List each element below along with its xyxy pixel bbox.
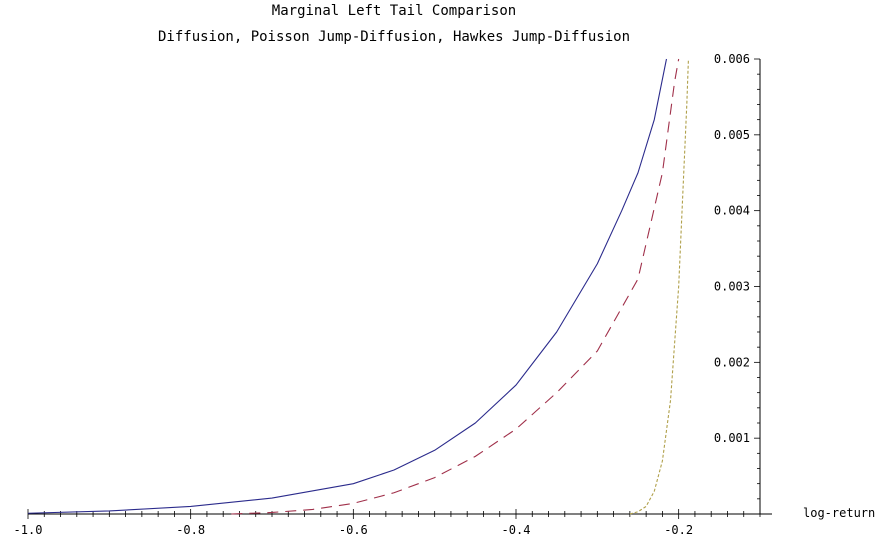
series-group	[27, 58, 689, 515]
x-tick-label: -0.6	[339, 523, 368, 537]
y-ticks: 0.001 0.002 0.003 0.004 0.005 0.006	[714, 52, 760, 500]
series-diffusion-line	[27, 58, 668, 514]
x-ticks: -1.0 -0.8 -0.6 -0.4 -0.2	[14, 509, 761, 537]
series-poisson-line	[231, 58, 680, 515]
x-tick-label: -0.2	[664, 523, 693, 537]
x-tick-label: -0.8	[176, 523, 205, 537]
y-tick-label: 0.003	[714, 280, 750, 294]
y-tick-label: 0.006	[714, 52, 750, 66]
series-hawkes-line	[629, 58, 689, 515]
y-tick-label: 0.004	[714, 204, 750, 218]
chart-title: Marginal Left Tail Comparison	[272, 3, 516, 19]
x-tick-label: -0.4	[502, 523, 531, 537]
y-tick-label: 0.005	[714, 128, 750, 142]
x-tick-label: -1.0	[14, 523, 43, 537]
y-tick-label: 0.002	[714, 355, 750, 369]
y-tick-label: 0.001	[714, 431, 750, 445]
x-axis-label: log-return	[803, 506, 875, 520]
chart-subtitle: Diffusion, Poisson Jump-Diffusion, Hawke…	[158, 29, 630, 45]
